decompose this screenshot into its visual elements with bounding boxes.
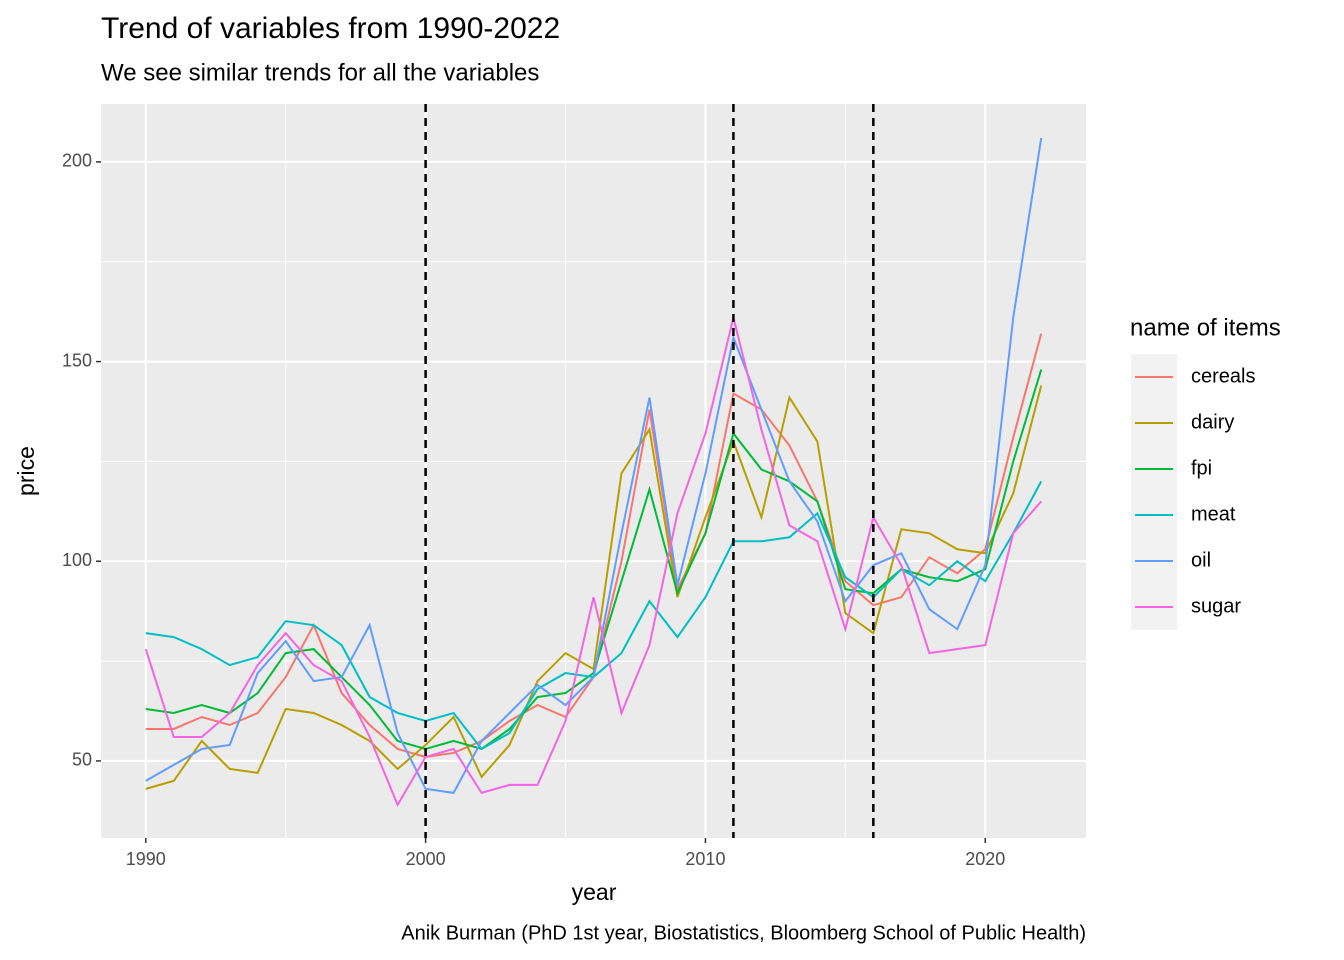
x-tick-label: 2010 — [685, 849, 725, 869]
caption: Anik Burman (PhD 1st year, Biostatistics… — [401, 922, 1086, 944]
chart-title: Trend of variables from 1990-2022 — [101, 12, 560, 45]
y-tick-label: 150 — [62, 350, 92, 370]
x-axis-title: year — [572, 879, 617, 905]
series-line — [144, 317, 1042, 808]
x-tick-label: 1990 — [126, 849, 166, 869]
x-tick-label: 2000 — [406, 849, 446, 869]
y-tick-label: 50 — [72, 750, 92, 770]
series-line — [145, 385, 1043, 790]
legend-key-background — [1131, 354, 1177, 630]
legend-label: fpi — [1191, 457, 1212, 479]
y-tick-label: 100 — [62, 550, 92, 570]
legend-title: name of items — [1130, 314, 1281, 341]
series-line — [145, 137, 1043, 794]
y-axis-title: price — [13, 446, 39, 496]
legend-label: oil — [1191, 549, 1211, 571]
legend-label: cereals — [1191, 365, 1255, 387]
panel — [101, 104, 1086, 838]
x-tick-label: 2020 — [965, 849, 1005, 869]
legend-label: dairy — [1191, 411, 1234, 433]
y-tick-label: 200 — [62, 151, 92, 171]
legend-label: meat — [1191, 503, 1236, 525]
legend-label: sugar — [1191, 595, 1241, 617]
chart-subtitle: We see similar trends for all the variab… — [101, 59, 539, 86]
